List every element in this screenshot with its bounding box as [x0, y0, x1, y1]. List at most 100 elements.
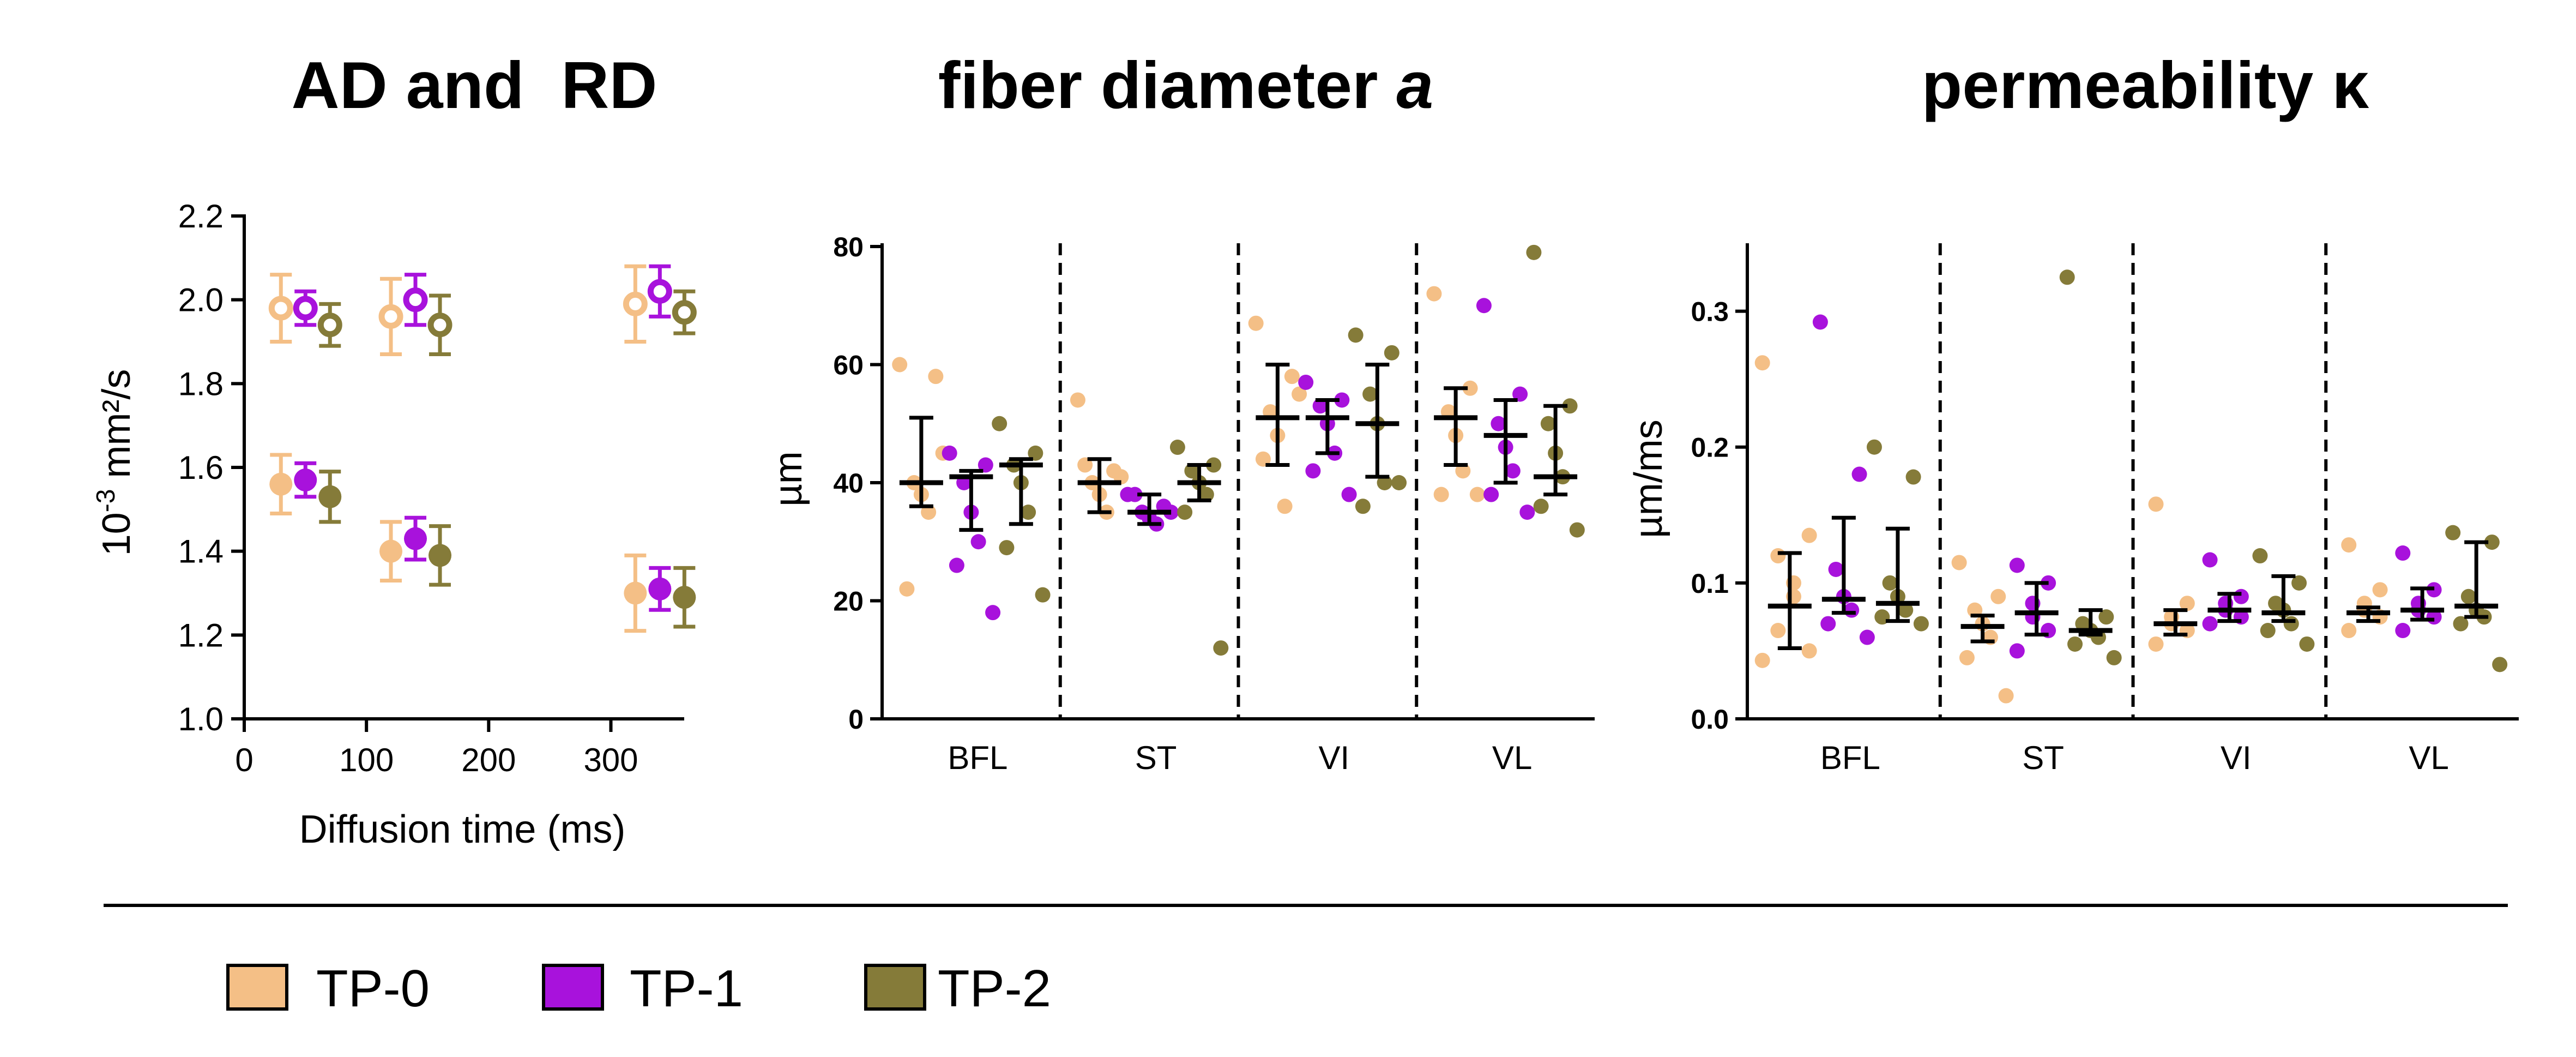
point-tp-1-st [2009, 643, 2025, 659]
point-tp-0-bfl [1801, 643, 1817, 659]
point-tp-2-vi [2299, 636, 2315, 652]
point-tp-1-bfl [1820, 616, 1836, 632]
panel-fiber-diameter: fiber diameter a µm 0 20 40 60 80 BFL ST VI VL [767, 48, 1595, 776]
point-tp-2-vi [2283, 616, 2299, 632]
point-tp-0-bfl [899, 581, 915, 597]
point-tp-0-st [1077, 457, 1093, 473]
axes-ad-rd: 1.0 1.2 1.4 1.6 1.8 2.0 2.2 0 100 200 300 [178, 198, 684, 778]
point-tp-0-vi [1284, 369, 1300, 385]
ad-tp-1-point [293, 296, 318, 321]
ad-tp-0-point [378, 304, 403, 329]
ad-tp-2-point [672, 300, 697, 325]
point-tp-0-bfl [928, 369, 944, 385]
x-tick-label: 200 [461, 742, 516, 778]
x-tick-label: 300 [583, 742, 638, 778]
point-tp-2-bfl [999, 540, 1015, 556]
y-tick-label: 0.0 [1691, 704, 1729, 735]
ad-tp-0-point [268, 296, 293, 321]
point-tp-2-st [2106, 650, 2122, 665]
point-tp-2-st [1184, 463, 1200, 479]
x-axis-label-ad-rd: Diffusion time (ms) [299, 808, 626, 851]
point-tp-2-bfl [992, 416, 1008, 431]
point-tp-0-st [1951, 555, 1967, 570]
x-tick-label: 0 [235, 742, 253, 778]
y-tick-label: 1.4 [178, 533, 224, 570]
category-label-vi: VI [2221, 740, 2252, 776]
point-tp-0-vi [2148, 496, 2164, 512]
legend-label-tp-2: TP-2 [938, 959, 1051, 1018]
point-tp-1-vi [2202, 616, 2218, 632]
point-tp-0-vi [1255, 451, 1271, 467]
y-tick-label: 2.0 [178, 282, 224, 319]
point-tp-2-bfl [1898, 602, 1914, 618]
marks-ad-rd [268, 264, 697, 633]
rd-tp-0-point [624, 581, 647, 605]
category-label-vl: VL [2409, 740, 2448, 776]
point-tp-0-bfl [921, 505, 937, 520]
rd-tp-2-point [318, 485, 342, 508]
point-tp-0-vl [1455, 463, 1471, 479]
point-tp-0-bfl [1770, 548, 1786, 564]
point-tp-0-vl [2341, 623, 2357, 639]
point-tp-0-vl [1433, 487, 1449, 502]
y-tick-label: 0.3 [1691, 297, 1729, 327]
point-tp-0-vi [1292, 386, 1307, 402]
ad-tp-0-point [623, 291, 648, 316]
point-tp-0-vi [2148, 636, 2164, 652]
point-tp-0-bfl [1754, 652, 1770, 668]
marks-permeability [1754, 269, 2508, 704]
point-tp-2-st [1198, 487, 1214, 502]
point-tp-2-bfl [1866, 439, 1882, 455]
point-tp-1-bfl [942, 445, 957, 461]
ad-tp-1-point [403, 287, 428, 313]
point-tp-0-bfl [892, 357, 908, 373]
point-tp-1-vl [1476, 298, 1492, 314]
point-tp-1-vi [1298, 374, 1314, 390]
point-tp-2-vi [2260, 623, 2276, 639]
x-tick-label: 100 [339, 742, 394, 778]
y-tick-label: 0.1 [1691, 568, 1729, 599]
point-tp-1-vl [2395, 623, 2411, 639]
point-tp-2-vl [2445, 525, 2461, 540]
ad-tp-2-point [427, 313, 453, 338]
point-tp-1-st [2009, 557, 2025, 573]
point-tp-1-vl [1505, 463, 1521, 479]
point-tp-0-st [1070, 392, 1085, 408]
category-label-vl: VL [1492, 740, 1532, 776]
y-tick-label: 2.2 [178, 198, 224, 235]
point-tp-0-vl [2372, 582, 2388, 598]
legend-label-tp-0: TP-0 [316, 959, 430, 1018]
legend: TP-0 TP-1 TP-2 [226, 959, 1051, 1018]
point-tp-2-bfl [1021, 505, 1036, 520]
rd-tp-1-point [404, 527, 427, 550]
axes-permeability: 0.0 0.1 0.2 0.3 BFL ST VI VL [1691, 243, 2519, 776]
point-tp-1-vl [1512, 386, 1528, 402]
point-tp-2-vl [1526, 244, 1542, 260]
point-tp-1-vi [1312, 398, 1328, 414]
panel-ad-rd: AD and RD 10-3 mm²/s Diffusion time (ms)… [92, 48, 697, 851]
point-tp-1-vi [1305, 463, 1321, 479]
point-tp-1-bfl [985, 605, 1001, 621]
legend-label-tp-1: TP-1 [630, 959, 743, 1018]
point-tp-2-bfl [1028, 445, 1043, 461]
point-tp-0-vl [1426, 286, 1442, 302]
point-tp-2-st [1206, 457, 1222, 473]
point-tp-1-vl [2395, 545, 2411, 561]
point-tp-1-vi [1334, 392, 1350, 408]
point-tp-2-vi [1362, 386, 1378, 402]
y-tick-label: 60 [833, 350, 864, 381]
y-tick-label: 20 [833, 586, 864, 617]
point-tp-0-st [1990, 588, 2006, 604]
y-tick-label: 1.2 [178, 617, 224, 653]
point-tp-0-st [1959, 650, 1975, 665]
rd-tp-0-point [269, 472, 293, 496]
point-tp-2-st [1213, 640, 1229, 656]
point-tp-2-bfl [1913, 616, 1929, 632]
point-tp-2-bfl [1905, 469, 1921, 485]
rd-tp-2-point [673, 586, 696, 609]
rd-tp-1-point [294, 469, 317, 492]
point-tp-2-vl [2453, 616, 2469, 632]
point-tp-0-vi [1248, 315, 1264, 331]
point-tp-2-vl [2492, 657, 2508, 672]
